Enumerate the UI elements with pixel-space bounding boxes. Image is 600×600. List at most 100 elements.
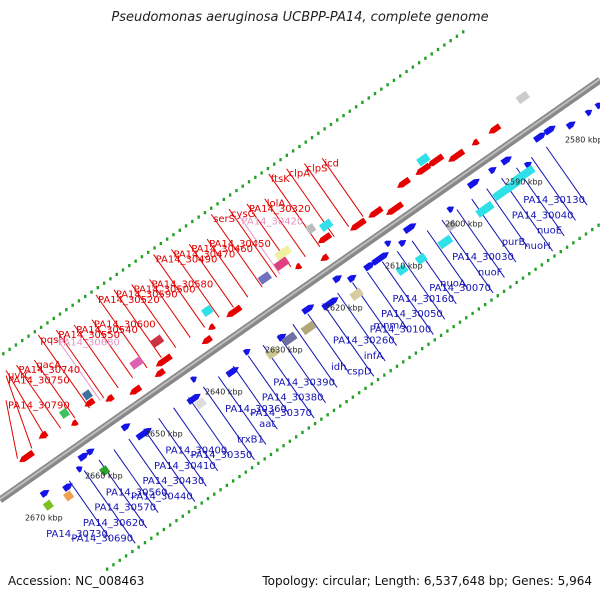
- tick-dot: [572, 241, 575, 245]
- reverse-gene-shape: [201, 335, 213, 345]
- tick-dot: [225, 483, 229, 487]
- tick-dot: [597, 223, 600, 227]
- forward-gene-label: nuoF: [478, 267, 503, 278]
- reverse-gene-label: PA14_30450: [209, 239, 271, 250]
- forward-gene-label: PA14_30410: [154, 461, 216, 472]
- forward-gene: [488, 166, 497, 175]
- feature-block-shape: [445, 219, 458, 232]
- reverse-gene-label: PA14_30750: [8, 376, 70, 387]
- reverse-gene-label-leader: [304, 163, 350, 227]
- tick-dot: [477, 307, 481, 311]
- tick-dot: [156, 532, 159, 536]
- reverse-gene-label-leader: [91, 319, 134, 379]
- forward-gene-shape: [39, 489, 50, 498]
- tick-dot: [354, 105, 358, 109]
- tick-dot: [184, 224, 188, 228]
- kbp-label: 2670 kbp: [25, 513, 63, 522]
- forward-gene: [225, 366, 239, 378]
- tick-dot: [332, 408, 336, 412]
- pseudo-gene-label: PA14_30680: [58, 337, 120, 348]
- tick-dot: [273, 162, 276, 166]
- kbp-label: 2640 kbp: [205, 387, 243, 396]
- feature-block-shape: [416, 152, 431, 167]
- feature-block: [395, 263, 409, 276]
- feature-block: [445, 219, 458, 232]
- forward-gene-shape: [523, 161, 532, 169]
- reverse-gene-shape: [155, 353, 173, 367]
- feature-block: [99, 465, 111, 477]
- forward-gene-label-leader: [456, 209, 505, 278]
- feature-block: [492, 177, 522, 202]
- tick-dot: [228, 193, 232, 197]
- kbp-label: 2600 kbp: [445, 219, 483, 228]
- forward-gene-shape: [190, 376, 197, 383]
- forward-gene: [384, 240, 392, 248]
- tick-dot: [181, 514, 184, 518]
- tick-dot: [187, 510, 191, 514]
- backbone-highlight: [0, 78, 600, 500]
- feature-block-shape: [318, 218, 334, 232]
- tick-dot: [443, 43, 446, 47]
- tick-dot: [455, 34, 459, 38]
- forward-gene: [446, 206, 455, 214]
- forward-gene: [62, 483, 73, 492]
- tick-dot: [219, 488, 222, 492]
- pseudo-gene-label: PA14_30420: [242, 216, 304, 227]
- tick-dot: [380, 87, 383, 91]
- tick-dot: [235, 189, 238, 193]
- tick-dot: [216, 202, 219, 206]
- forward-gene-label: cspD: [347, 366, 372, 377]
- forward-gene-shape: [276, 333, 287, 342]
- tick-dot: [515, 280, 518, 285]
- tick-dot: [411, 65, 415, 69]
- tick-dot: [134, 259, 137, 263]
- forward-gene-label-leader: [232, 365, 278, 430]
- reverse-gene: [155, 353, 173, 367]
- tick-dot: [65, 308, 68, 312]
- forward-gene: [533, 132, 547, 143]
- forward-gene-label-leader: [307, 313, 349, 373]
- forward-gene-shape: [402, 223, 417, 234]
- tick-dot: [58, 312, 62, 316]
- forward-gene: [120, 423, 131, 432]
- tick-dot: [210, 206, 213, 210]
- reverse-gene: [397, 176, 411, 188]
- feature-block-shape: [515, 90, 531, 105]
- tick-dot: [172, 233, 175, 237]
- reverse-gene-label: PA14_30550: [58, 330, 120, 341]
- forward-gene-label: PA14_30360: [225, 404, 287, 415]
- forward-gene: [402, 223, 417, 234]
- feature-block: [437, 234, 454, 250]
- tick-dot: [317, 131, 320, 135]
- forward-gene-label: PA14_30050: [381, 309, 443, 320]
- feature-block-shape: [194, 397, 208, 410]
- feature-block: [414, 252, 428, 265]
- forward-gene-label-leader: [337, 292, 386, 362]
- tick-dot: [153, 246, 156, 250]
- reverse-gene-label: PA14_30520: [98, 295, 160, 306]
- forward-gene-label: PA14_30430: [142, 476, 204, 487]
- tick-dot: [197, 215, 200, 219]
- tick-dot: [206, 496, 210, 501]
- tick-dot: [402, 360, 405, 364]
- genome-summary-text: Topology: circular; Length: 6,537,648 bp…: [262, 574, 592, 588]
- tick-dot: [238, 474, 241, 479]
- tick-dot: [483, 302, 487, 307]
- tick-dot: [241, 184, 244, 188]
- forward-gene-shape: [398, 240, 407, 248]
- forward-gene: [346, 274, 357, 283]
- forward-gene-label: PA14_30730: [46, 529, 108, 540]
- reverse-gene-shape: [19, 449, 35, 463]
- forward-gene-shape: [384, 240, 392, 248]
- forward-gene: [466, 178, 480, 190]
- tick-dot: [439, 333, 443, 338]
- reverse-gene-label-leader: [210, 213, 263, 288]
- reverse-gene-shape: [350, 217, 367, 231]
- tick-dot: [33, 330, 37, 334]
- tick-dot: [446, 329, 449, 333]
- reverse-gene-label: gacA: [36, 360, 61, 371]
- forward-gene-shape: [75, 466, 83, 473]
- tick-dot: [52, 316, 55, 321]
- feature-block: [273, 256, 290, 272]
- feature-block-shape: [305, 223, 317, 235]
